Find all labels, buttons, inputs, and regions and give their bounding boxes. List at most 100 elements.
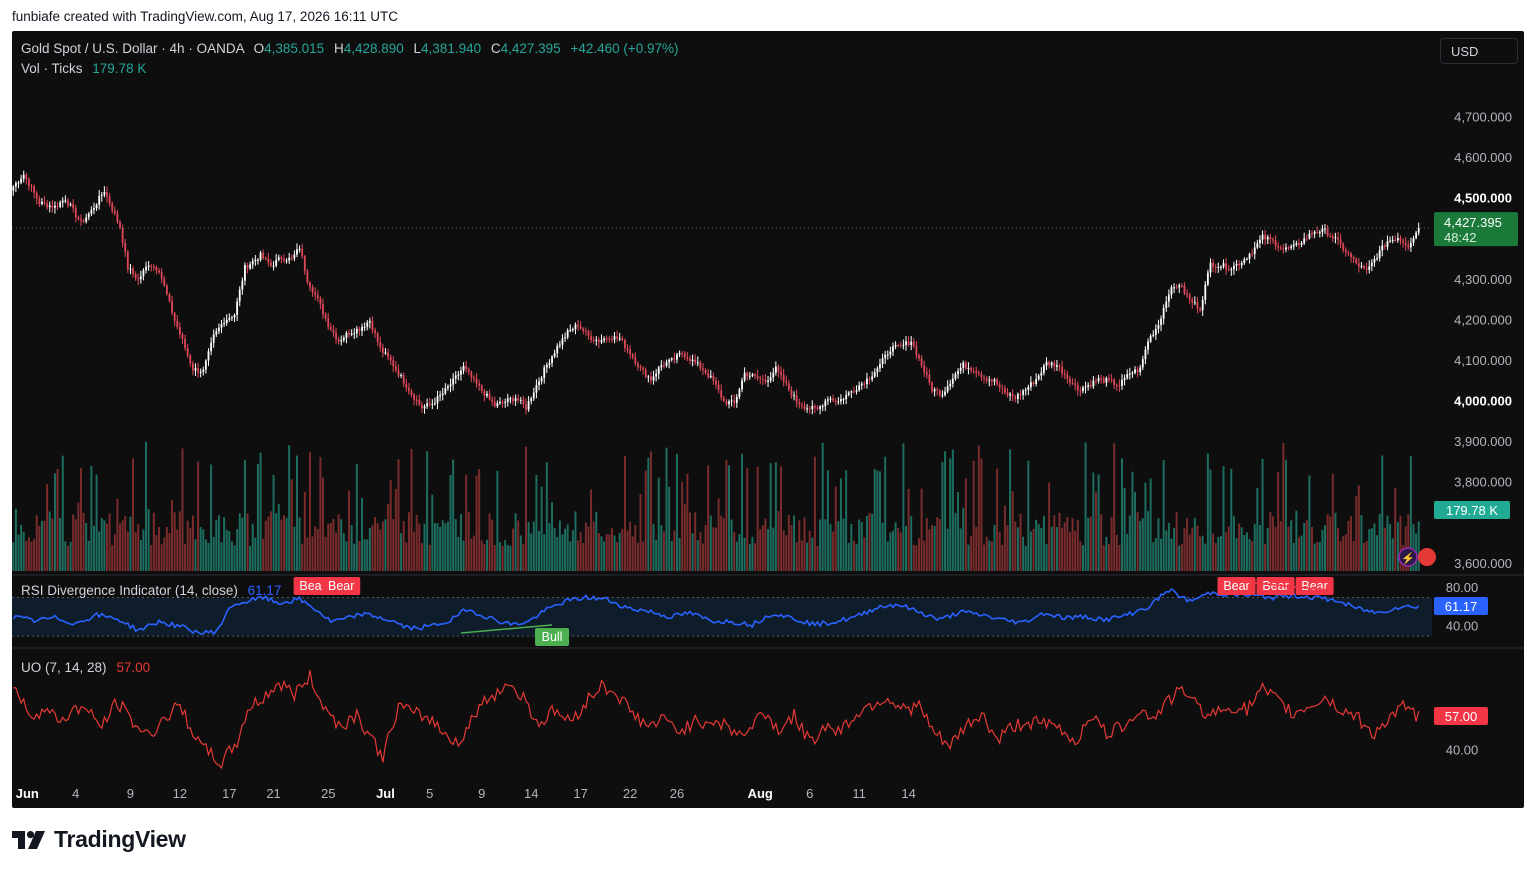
volume-bar	[72, 514, 75, 571]
volume-bar	[12, 542, 15, 571]
volume-bar	[132, 458, 135, 571]
volume-bar	[704, 524, 707, 571]
candle-body	[655, 373, 658, 377]
uo-label[interactable]: UO (7, 14, 28)	[21, 660, 107, 675]
candle-body	[277, 257, 280, 260]
candle-body	[155, 266, 158, 271]
volume-bar	[1157, 518, 1160, 571]
volume-bar	[608, 534, 611, 571]
volume-bar	[730, 519, 733, 571]
volume-bar	[139, 539, 142, 571]
volume-bar	[74, 519, 77, 571]
volume-bar	[1253, 524, 1256, 571]
candle-body	[977, 373, 980, 375]
candle-body	[322, 304, 324, 315]
currency-button[interactable]: USD	[1440, 38, 1518, 64]
candle-body	[499, 401, 501, 404]
volume-bar	[1209, 469, 1212, 571]
volume-bar	[1042, 515, 1045, 571]
volume-bar	[772, 527, 775, 571]
uo-legend: UO (7, 14, 28) 57.00	[21, 660, 150, 675]
candle-body	[441, 393, 444, 396]
volume-bar	[933, 525, 936, 571]
candle-body	[348, 332, 350, 335]
volume-bar	[85, 522, 88, 571]
rsi-label[interactable]: RSI Divergence Indicator (14, close)	[21, 583, 238, 598]
volume-bar	[1329, 516, 1332, 571]
candle-body	[1144, 349, 1147, 360]
symbol-title[interactable]: Gold Spot / U.S. Dollar · 4h · OANDA	[21, 41, 244, 56]
candle-body	[340, 340, 343, 342]
volume-bar	[441, 520, 444, 571]
volume-bar	[319, 457, 322, 571]
volume-bar	[17, 534, 20, 571]
candle-body	[946, 386, 949, 392]
candle-body	[1217, 266, 1220, 268]
volume-bar	[145, 441, 148, 571]
candle-body	[886, 354, 889, 356]
candle-body	[1399, 238, 1402, 241]
uo-line	[13, 670, 1420, 770]
candle-body	[449, 384, 452, 387]
tradingview-brand[interactable]: TradingView	[12, 826, 186, 853]
volume-bar	[509, 545, 512, 571]
candle-body	[837, 401, 840, 403]
volume-bar	[1204, 543, 1207, 571]
candle-body	[1095, 380, 1097, 382]
candle-body	[1279, 247, 1282, 249]
candle-body	[506, 398, 509, 402]
candle-body	[558, 344, 561, 346]
chart-container[interactable]: 4,700.000 4,600.000 4,500.000 4,300.000 4,20…	[12, 31, 1524, 808]
candle-body	[319, 298, 322, 305]
candle-body	[668, 359, 671, 363]
volume-bar	[327, 523, 330, 571]
candle-body	[639, 367, 642, 369]
volume-bar	[1011, 491, 1014, 571]
volume-bar	[1050, 526, 1053, 571]
candle-body	[629, 349, 632, 355]
candle-body	[584, 331, 587, 333]
volume-bar	[613, 535, 616, 571]
candle-body	[709, 375, 712, 378]
candle-body	[67, 200, 69, 206]
volume-bar	[644, 470, 647, 571]
volume-bar	[527, 521, 530, 571]
time-axis-label: 12	[173, 786, 187, 801]
volume-label[interactable]: Vol · Ticks	[21, 61, 83, 76]
volume-bar	[303, 491, 306, 571]
candle-body	[1206, 272, 1209, 285]
candle-body	[1048, 361, 1051, 366]
candle-body	[754, 374, 756, 376]
price-chart-svg[interactable]: 4,700.000 4,600.000 4,500.000 4,300.000 4,20…	[12, 31, 1524, 808]
volume-bar	[215, 520, 218, 571]
time-axis-label: 9	[478, 786, 485, 801]
candle-body	[650, 376, 652, 381]
rsi-legend: RSI Divergence Indicator (14, close) 61.…	[21, 583, 281, 598]
close-value: 4,427.395	[500, 41, 561, 56]
volume-bar	[220, 542, 223, 571]
volume-bar	[949, 458, 952, 571]
candle-body	[280, 257, 283, 259]
volume-bar	[25, 540, 28, 571]
change-value: +42.460 (+0.97%)	[570, 41, 679, 56]
volume-bar	[891, 530, 894, 571]
candle-body	[470, 371, 473, 378]
volume-bar	[1394, 488, 1397, 571]
candle-body	[296, 249, 298, 255]
volume-bar	[985, 536, 988, 571]
candle-body	[647, 376, 650, 378]
price-axis-label: 4,100.000	[1454, 353, 1512, 368]
candle-body	[663, 365, 665, 367]
volume-bar	[519, 535, 522, 571]
candle-body	[1201, 299, 1204, 311]
volume-bar	[946, 528, 949, 571]
volume-bar	[538, 530, 541, 571]
candle-body	[262, 252, 265, 259]
volume-bar	[1167, 522, 1170, 571]
volume-bar	[1094, 492, 1097, 571]
created-by-text: funbiafe created with TradingView.com, A…	[12, 9, 398, 24]
volume-legend: Vol · Ticks 179.78 K	[21, 61, 146, 76]
volume-bar	[910, 516, 913, 571]
volume-bar	[459, 513, 462, 571]
volume-bar	[295, 455, 298, 571]
